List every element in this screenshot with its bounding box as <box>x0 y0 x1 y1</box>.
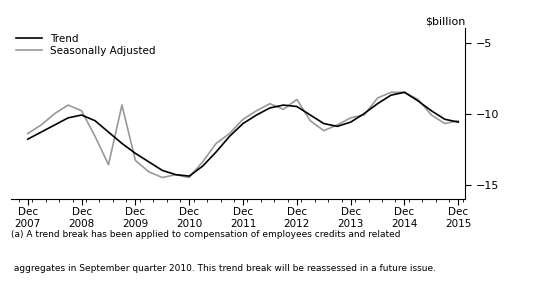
Seasonally Adjusted <box>240 118 246 121</box>
Seasonally Adjusted <box>455 119 462 122</box>
Line: Trend: Trend <box>28 92 458 176</box>
Trend <box>25 137 31 141</box>
Seasonally Adjusted <box>25 132 31 135</box>
Trend <box>267 106 273 110</box>
Seasonally Adjusted <box>119 103 125 107</box>
Seasonally Adjusted <box>401 91 408 94</box>
Seasonally Adjusted <box>92 135 98 138</box>
Trend <box>294 105 300 108</box>
Trend <box>173 173 179 176</box>
Seasonally Adjusted <box>347 116 354 120</box>
Trend <box>455 120 462 124</box>
Trend <box>374 102 381 105</box>
Trend <box>307 113 314 117</box>
Trend <box>200 164 206 168</box>
Trend <box>119 142 125 145</box>
Text: aggregates in September quarter 2010. This trend break will be reassessed in a f: aggregates in September quarter 2010. Th… <box>11 264 435 273</box>
Trend <box>186 174 193 178</box>
Trend <box>213 150 219 154</box>
Seasonally Adjusted <box>226 132 233 135</box>
Trend <box>401 91 408 94</box>
Trend <box>51 123 58 127</box>
Trend <box>347 120 354 124</box>
Trend <box>415 99 421 103</box>
Seasonally Adjusted <box>294 98 300 101</box>
Text: (a) A trend break has been applied to compensation of employees credits and rela: (a) A trend break has been applied to co… <box>11 229 400 239</box>
Trend <box>240 122 246 125</box>
Trend <box>428 109 434 112</box>
Trend <box>226 135 233 138</box>
Seasonally Adjusted <box>280 108 287 111</box>
Seasonally Adjusted <box>105 163 112 166</box>
Seasonally Adjusted <box>38 123 44 127</box>
Seasonally Adjusted <box>65 103 71 107</box>
Seasonally Adjusted <box>267 102 273 105</box>
Trend <box>132 152 139 155</box>
Seasonally Adjusted <box>428 113 434 117</box>
Trend <box>38 130 44 134</box>
Seasonally Adjusted <box>132 159 139 162</box>
Trend <box>388 93 394 97</box>
Text: $billion: $billion <box>425 17 465 27</box>
Trend <box>441 118 448 121</box>
Seasonally Adjusted <box>253 109 259 112</box>
Trend <box>146 160 152 164</box>
Trend <box>280 103 287 107</box>
Seasonally Adjusted <box>173 173 179 176</box>
Line: Seasonally Adjusted: Seasonally Adjusted <box>28 92 458 178</box>
Seasonally Adjusted <box>213 142 219 145</box>
Seasonally Adjusted <box>415 98 421 101</box>
Seasonally Adjusted <box>307 119 314 122</box>
Seasonally Adjusted <box>78 109 85 112</box>
Seasonally Adjusted <box>361 113 368 117</box>
Trend <box>159 169 165 172</box>
Seasonally Adjusted <box>441 122 448 125</box>
Seasonally Adjusted <box>334 123 340 127</box>
Trend <box>320 122 327 125</box>
Trend <box>105 130 112 134</box>
Trend <box>334 125 340 128</box>
Trend <box>78 113 85 117</box>
Trend <box>253 113 259 117</box>
Legend: Trend, Seasonally Adjusted: Trend, Seasonally Adjusted <box>16 34 156 56</box>
Trend <box>92 119 98 122</box>
Seasonally Adjusted <box>320 129 327 132</box>
Trend <box>65 116 71 120</box>
Seasonally Adjusted <box>159 176 165 179</box>
Seasonally Adjusted <box>186 176 193 179</box>
Seasonally Adjusted <box>51 112 58 115</box>
Seasonally Adjusted <box>200 160 206 164</box>
Seasonally Adjusted <box>388 91 394 94</box>
Trend <box>361 112 368 115</box>
Seasonally Adjusted <box>146 170 152 174</box>
Seasonally Adjusted <box>374 96 381 100</box>
